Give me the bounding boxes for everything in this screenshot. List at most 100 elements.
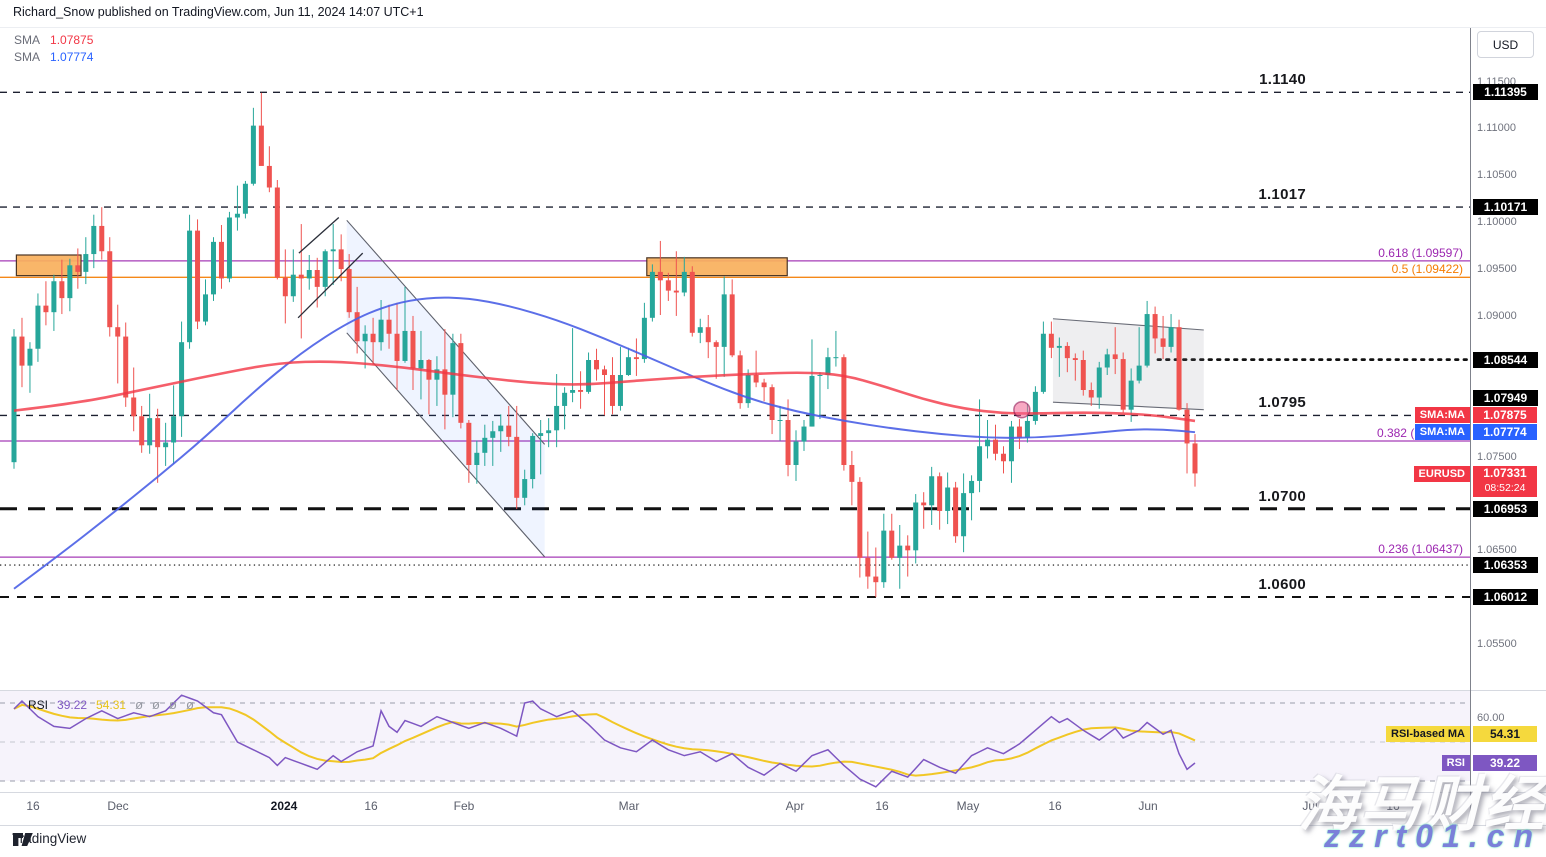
sma-fast-axis-value: 1.07875 xyxy=(1473,407,1537,423)
bar-countdown: 08:52:24 xyxy=(1484,482,1526,494)
rsi-legend-title: RSI xyxy=(28,697,49,712)
candle-body xyxy=(633,357,639,360)
candle-body xyxy=(1032,391,1038,421)
candle-body xyxy=(370,333,376,343)
candle-body xyxy=(793,441,799,465)
candle-body xyxy=(1016,426,1022,438)
candle-body xyxy=(107,251,113,328)
candle-body xyxy=(586,360,592,392)
currency-unit-button[interactable]: USD xyxy=(1477,31,1534,58)
candle-body xyxy=(530,435,536,480)
candle-body xyxy=(705,327,711,343)
candle-body xyxy=(1000,453,1006,462)
sma-fast-legend-row[interactable]: SMA 1.07875 xyxy=(14,31,93,48)
channel-upper-line xyxy=(346,219,546,445)
candle-body xyxy=(841,357,847,465)
candle-body xyxy=(873,576,879,583)
candle-body xyxy=(761,382,767,388)
candle-body xyxy=(418,360,424,369)
candle-body xyxy=(713,342,719,347)
candle-body xyxy=(314,270,320,287)
sma-slow-legend-value: 1.07774 xyxy=(50,49,94,64)
hidden-toggle-icon[interactable]: ø xyxy=(185,697,194,712)
channel-lower-line xyxy=(346,332,546,558)
candle-body xyxy=(538,433,544,436)
candle-body xyxy=(961,493,967,537)
candle-body xyxy=(210,241,216,295)
candle-body xyxy=(554,405,560,431)
sma-fast-axis-tag: SMA:MA xyxy=(1414,407,1470,423)
hidden-toggle-icon[interactable]: ø xyxy=(135,697,144,712)
candle-body xyxy=(203,294,209,322)
candle-body xyxy=(75,265,81,272)
cross-marker-circle xyxy=(1013,400,1031,419)
rsi-ma-legend-value: 54.31 xyxy=(96,697,127,712)
candle-body xyxy=(969,480,975,494)
candle-body xyxy=(889,530,895,558)
candle-body xyxy=(857,481,863,558)
sma-fast-legend-value: 1.07875 xyxy=(50,32,94,47)
candle-body xyxy=(649,271,655,318)
candle-body xyxy=(99,225,105,252)
candle-body xyxy=(745,375,751,404)
candle-body xyxy=(226,217,232,279)
channel-fill xyxy=(1052,318,1204,410)
candle-body xyxy=(402,330,408,361)
candle-body xyxy=(1184,409,1190,444)
candle-body xyxy=(1192,443,1198,474)
candle-body xyxy=(123,336,129,398)
candle-body xyxy=(817,375,823,376)
candle-body xyxy=(609,375,615,406)
last-price: 1.07331 xyxy=(1483,466,1527,480)
candle-body xyxy=(570,390,576,393)
rsi-ma-line xyxy=(13,703,1196,777)
candle-body xyxy=(386,319,392,334)
candle-body xyxy=(929,476,935,506)
candle-body xyxy=(179,342,185,417)
candle-body xyxy=(195,230,201,322)
tradingview-logo-icon xyxy=(13,833,33,846)
candle-body xyxy=(689,271,695,333)
sma-slow-legend-row[interactable]: SMA 1.07774 xyxy=(14,48,93,65)
tradingview-branding[interactable]: TradingView xyxy=(12,831,86,846)
watermark-site: zzrt01.cn xyxy=(1324,818,1542,854)
candle-body xyxy=(1008,426,1014,462)
hidden-toggle-icon[interactable]: ø xyxy=(168,697,177,712)
hidden-toggle-icon[interactable]: ø xyxy=(152,697,160,712)
candle-body xyxy=(993,439,999,454)
trend-line xyxy=(298,217,340,254)
candle-body xyxy=(346,269,352,313)
sma-slow-legend-label: SMA xyxy=(14,49,41,64)
candle-body xyxy=(147,418,153,446)
candle-body xyxy=(697,327,703,333)
candle-body xyxy=(665,280,671,291)
candle-body xyxy=(1160,338,1166,347)
candle-body xyxy=(490,431,496,438)
candle-body xyxy=(801,426,807,442)
candle-body xyxy=(434,369,440,380)
candle-body xyxy=(250,125,256,184)
candle-body xyxy=(617,375,623,406)
candle-body xyxy=(945,487,951,511)
rsi-ma-axis-tag: RSI-based MA xyxy=(1386,726,1470,742)
sma-fast-legend-label: SMA xyxy=(14,32,41,47)
candle-body xyxy=(474,452,480,465)
candle-body xyxy=(721,294,727,347)
candle-body xyxy=(1152,314,1158,339)
candle-body xyxy=(562,392,568,406)
candle-body xyxy=(1120,359,1126,410)
candle-body xyxy=(985,439,991,447)
candle-body xyxy=(163,442,169,448)
candle-body xyxy=(330,249,336,252)
candle-body xyxy=(266,165,272,188)
sma-slow-line xyxy=(13,296,1196,590)
candle-body xyxy=(91,225,97,255)
candle-body xyxy=(506,425,512,437)
candle-body xyxy=(258,125,264,166)
symbol-axis-value: 1.07331 08:52:24 xyxy=(1473,466,1537,497)
candle-body xyxy=(115,327,121,337)
candle-body xyxy=(881,530,887,583)
candle-body xyxy=(897,545,903,558)
